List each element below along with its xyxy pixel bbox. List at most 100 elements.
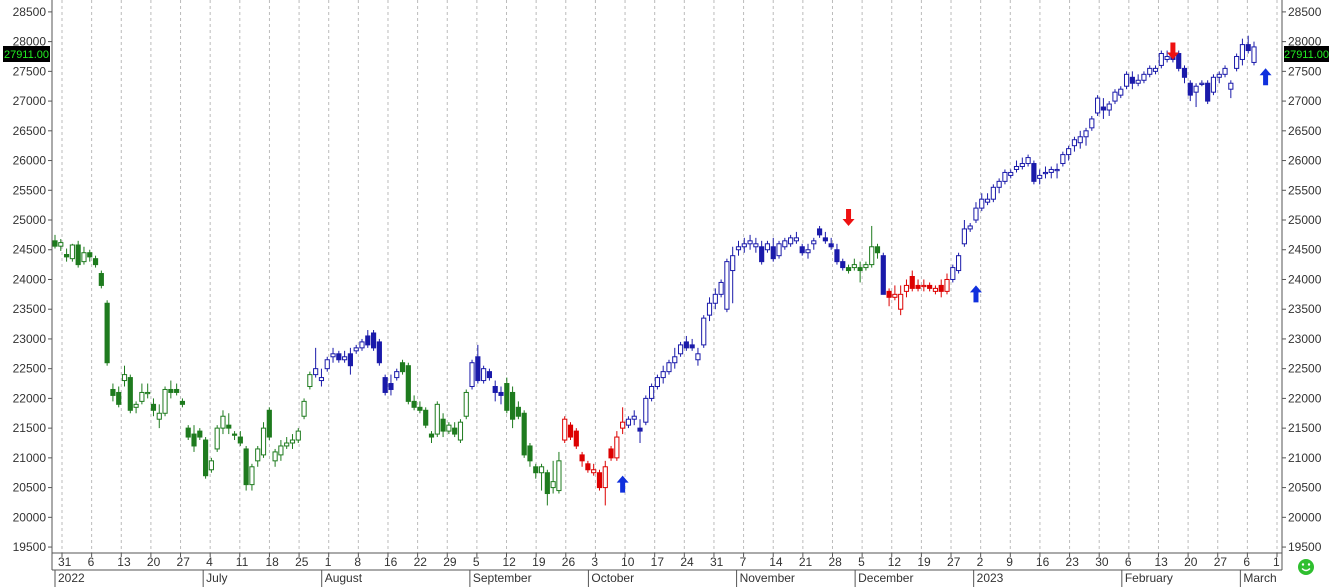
- candle: [851, 258, 857, 271]
- candle: [313, 347, 319, 378]
- candle: [174, 383, 180, 396]
- y-tick-label: 23000: [13, 332, 47, 346]
- x-tick-label: 27: [1214, 555, 1228, 569]
- candle: [1216, 71, 1222, 84]
- candle-body: [1077, 136, 1083, 144]
- candle: [649, 383, 655, 402]
- candle-body: [249, 466, 255, 486]
- candle: [127, 374, 133, 414]
- candle: [811, 237, 817, 250]
- y-tick-label: 19500: [13, 540, 47, 554]
- candle-body: [718, 281, 724, 295]
- candle: [1123, 71, 1130, 90]
- candle: [1118, 86, 1124, 99]
- candle: [666, 359, 672, 375]
- candle: [1152, 65, 1159, 75]
- candle-body: [284, 442, 290, 447]
- candle: [446, 422, 452, 435]
- candle: [637, 419, 643, 443]
- candle-body: [191, 433, 197, 447]
- x-axis: 31 6 13 20 27 4 11 18 25 1 8 16 22 29 5 12 19 26 3 10 17 24 31…: [54, 553, 1280, 587]
- candle-body: [87, 252, 93, 258]
- candle-body: [979, 198, 985, 209]
- candle: [724, 258, 730, 313]
- candle-body: [1181, 67, 1188, 78]
- candle: [1054, 163, 1060, 179]
- candle-body: [950, 267, 956, 280]
- candle: [63, 248, 70, 262]
- month-label: October: [591, 571, 634, 585]
- candle-body: [1245, 44, 1251, 52]
- candle: [208, 457, 214, 473]
- candle: [1205, 80, 1211, 105]
- smiley-icon[interactable]: [1298, 559, 1314, 575]
- up-arrow-icon: [616, 475, 629, 493]
- candle: [1187, 80, 1193, 102]
- candle-body: [52, 240, 58, 247]
- candle: [145, 383, 151, 399]
- candle-body: [318, 377, 325, 382]
- candle-body: [677, 344, 684, 355]
- candle-body: [712, 293, 718, 304]
- last-price-tag-right: 27911.00: [1284, 46, 1329, 62]
- candle-body: [1008, 171, 1014, 176]
- candle: [515, 401, 521, 420]
- candle: [602, 460, 608, 506]
- candle-body: [179, 400, 186, 405]
- y-tick-label: 20500: [13, 481, 47, 495]
- candle-body: [927, 284, 933, 289]
- x-tick-label: 5: [858, 555, 865, 569]
- candle: [1089, 115, 1095, 131]
- candle-body: [75, 244, 81, 266]
- candle: [486, 368, 493, 381]
- y-tick-label: 21500: [13, 421, 47, 435]
- candle: [1077, 130, 1083, 149]
- candle-body: [1042, 171, 1049, 175]
- candle-body: [1118, 88, 1124, 96]
- y-tick-label: 23500: [1288, 302, 1322, 316]
- candle: [1100, 98, 1106, 119]
- x-tick-label: 20: [1184, 555, 1198, 569]
- candle-body: [382, 377, 388, 393]
- candle-body: [1100, 106, 1106, 111]
- candle: [1106, 101, 1112, 116]
- candle: [203, 437, 209, 479]
- candle: [689, 338, 695, 351]
- candle-body: [689, 344, 695, 349]
- candle-body: [301, 400, 307, 417]
- candle: [162, 386, 168, 417]
- candle-body: [996, 180, 1002, 188]
- candle: [237, 431, 243, 446]
- candle: [521, 410, 527, 458]
- candle: [1037, 169, 1043, 185]
- down-arrow-icon: [842, 209, 855, 227]
- up-arrow-icon: [1259, 68, 1272, 86]
- candle: [903, 279, 910, 298]
- candle: [168, 380, 174, 399]
- candle-body: [1037, 174, 1043, 179]
- candle: [1199, 80, 1205, 87]
- candle: [608, 445, 614, 461]
- candle-body: [1106, 103, 1112, 111]
- x-tick-label: 21: [799, 555, 813, 569]
- candle: [440, 413, 446, 438]
- candle: [579, 451, 585, 467]
- candle: [788, 234, 794, 247]
- month-label: September: [473, 571, 532, 585]
- candle-body: [990, 186, 996, 200]
- candle: [654, 374, 660, 390]
- candle-body: [1071, 139, 1078, 147]
- last-price-tag-left: 27911.00: [3, 46, 50, 62]
- candle-body: [1239, 44, 1246, 60]
- candle: [1129, 71, 1135, 90]
- y-tick-label: 28500: [13, 5, 47, 19]
- down-arrow-icon: [1166, 42, 1179, 60]
- candle-body: [174, 388, 180, 393]
- candle-body: [1193, 85, 1199, 93]
- candle-body: [127, 377, 133, 411]
- candle: [150, 398, 157, 417]
- candle-body: [799, 246, 805, 254]
- x-tick-label: 2: [977, 555, 984, 569]
- candle: [1019, 157, 1025, 170]
